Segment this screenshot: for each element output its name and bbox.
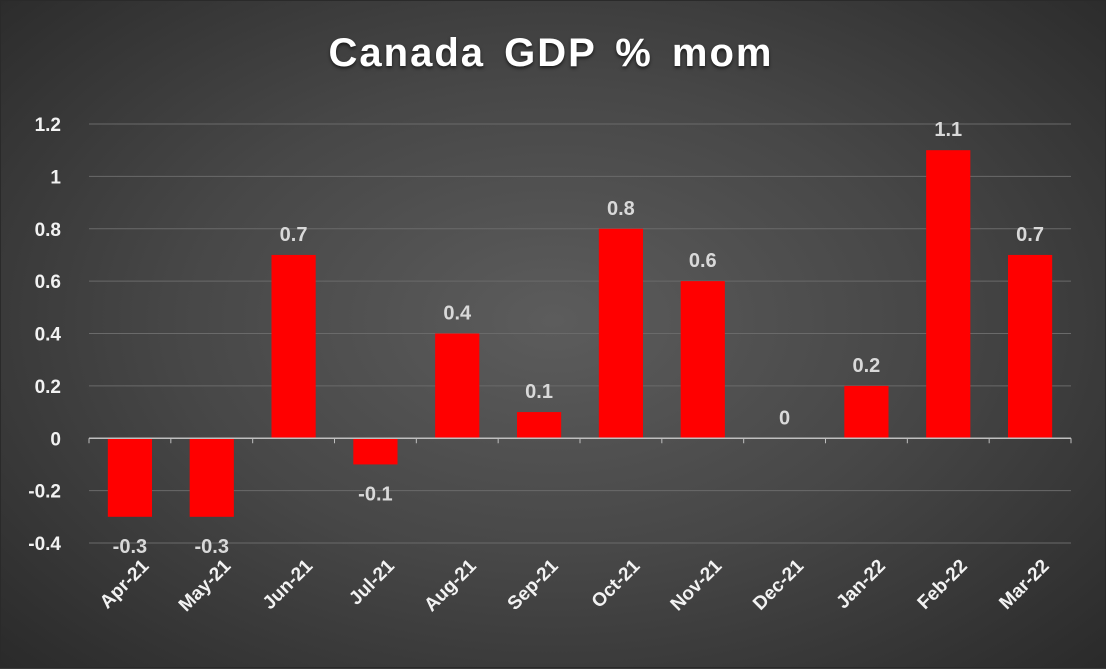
x-tick-label: Oct-21 bbox=[588, 555, 645, 612]
axes bbox=[88, 437, 1072, 444]
bar-feb-22 bbox=[926, 150, 971, 439]
x-tick-label: Nov-21 bbox=[667, 555, 727, 615]
x-tick-label: Dec-21 bbox=[749, 555, 808, 614]
bar-nov-21 bbox=[680, 281, 725, 439]
data-label: 0.7 bbox=[280, 224, 308, 246]
data-label: 0.4 bbox=[443, 303, 472, 325]
x-tick-label: Jan-22 bbox=[833, 556, 890, 613]
y-tick-label: 0.6 bbox=[35, 272, 61, 293]
y-tick-label: -0.4 bbox=[28, 534, 61, 555]
x-tick-label: Aug-21 bbox=[420, 555, 481, 616]
y-tick-label: 0.2 bbox=[35, 377, 61, 398]
data-label: 1.1 bbox=[934, 119, 962, 141]
data-label: 0.2 bbox=[853, 355, 881, 377]
x-tick-label: Jul-21 bbox=[345, 555, 399, 609]
x-tick-label: May-21 bbox=[175, 555, 236, 616]
bar-aug-21 bbox=[435, 333, 480, 439]
y-tick-label: 1.2 bbox=[35, 115, 61, 136]
y-tick-label: -0.2 bbox=[28, 482, 61, 503]
chart-title: Canada GDP % mom bbox=[328, 31, 774, 75]
data-label: 0.1 bbox=[525, 381, 553, 403]
bar-sep-21 bbox=[516, 412, 562, 439]
x-tick-label: Apr-21 bbox=[96, 555, 154, 613]
y-tick-label: 0.4 bbox=[35, 325, 62, 346]
bar-jun-21 bbox=[271, 254, 316, 439]
x-tick-label: Mar-22 bbox=[995, 556, 1053, 614]
y-tick-label: 0.8 bbox=[35, 220, 61, 241]
data-label: 0.8 bbox=[607, 198, 635, 220]
data-label: -0.3 bbox=[113, 536, 147, 558]
data-label: 0 bbox=[779, 407, 790, 429]
bar-jan-22 bbox=[844, 385, 889, 439]
x-tick-label: Feb-22 bbox=[914, 556, 972, 614]
labels: -0.4-0.200.20.40.60.811.2-0.3Apr-21-0.3M… bbox=[28, 115, 1053, 616]
data-label: -0.3 bbox=[195, 536, 229, 558]
y-tick-label: 1 bbox=[50, 167, 61, 188]
data-label: 0.7 bbox=[1016, 224, 1044, 246]
x-tick-label: Sep-21 bbox=[504, 555, 563, 614]
data-label: -0.1 bbox=[358, 483, 392, 505]
bars bbox=[107, 150, 1053, 517]
bar-oct-21 bbox=[598, 228, 644, 439]
bar-jul-21 bbox=[353, 438, 398, 465]
bar-mar-22 bbox=[1007, 254, 1053, 439]
x-tick-label: Jun-21 bbox=[259, 555, 317, 613]
bar-apr-21 bbox=[107, 438, 153, 517]
gridlines bbox=[89, 123, 1071, 544]
data-label: 0.6 bbox=[689, 250, 717, 272]
y-tick-label: 0 bbox=[50, 429, 61, 450]
bar-may-21 bbox=[189, 438, 234, 517]
